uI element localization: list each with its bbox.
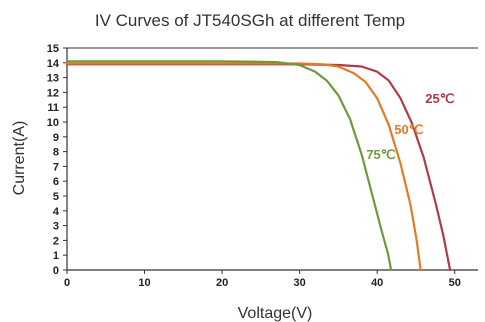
y-tick-label: 9	[53, 132, 59, 144]
x-tick-label: 0	[64, 277, 70, 289]
y-tick-label: 14	[47, 58, 60, 70]
y-tick-label: 5	[53, 191, 59, 203]
y-tick-label: 0	[53, 265, 59, 277]
series-label-0: 25℃	[425, 91, 454, 106]
y-tick-label: 15	[47, 43, 59, 55]
series-line-1	[65, 62, 422, 272]
y-tick-label: 10	[47, 117, 59, 129]
x-tick-label: 40	[371, 277, 383, 289]
y-tick-label: 1	[53, 250, 59, 262]
series-label-1: 50℃	[394, 122, 423, 137]
series-line-2	[65, 60, 393, 272]
x-tick-label: 10	[138, 277, 150, 289]
y-tick-label: 3	[53, 221, 59, 233]
y-tick-label: 12	[47, 87, 59, 99]
y-tick-label: 4	[53, 206, 60, 218]
y-axis-label: Current(A)	[11, 121, 28, 196]
y-tick-label: 2	[53, 235, 59, 247]
chart-title: IV Curves of JT540SGh at different Temp	[95, 11, 405, 30]
y-tick-label: 13	[47, 73, 59, 85]
series-line-0	[65, 63, 452, 272]
x-tick-label: 50	[449, 277, 461, 289]
y-tick-label: 11	[47, 102, 59, 114]
y-tick-label: 7	[53, 161, 59, 173]
y-tick-label: 8	[53, 147, 59, 159]
y-tick-label: 6	[53, 176, 59, 188]
x-tick-label: 30	[294, 277, 306, 289]
x-axis-label: Voltage(V)	[238, 305, 313, 322]
series-label-2: 75℃	[366, 147, 395, 162]
x-tick-label: 20	[216, 277, 228, 289]
